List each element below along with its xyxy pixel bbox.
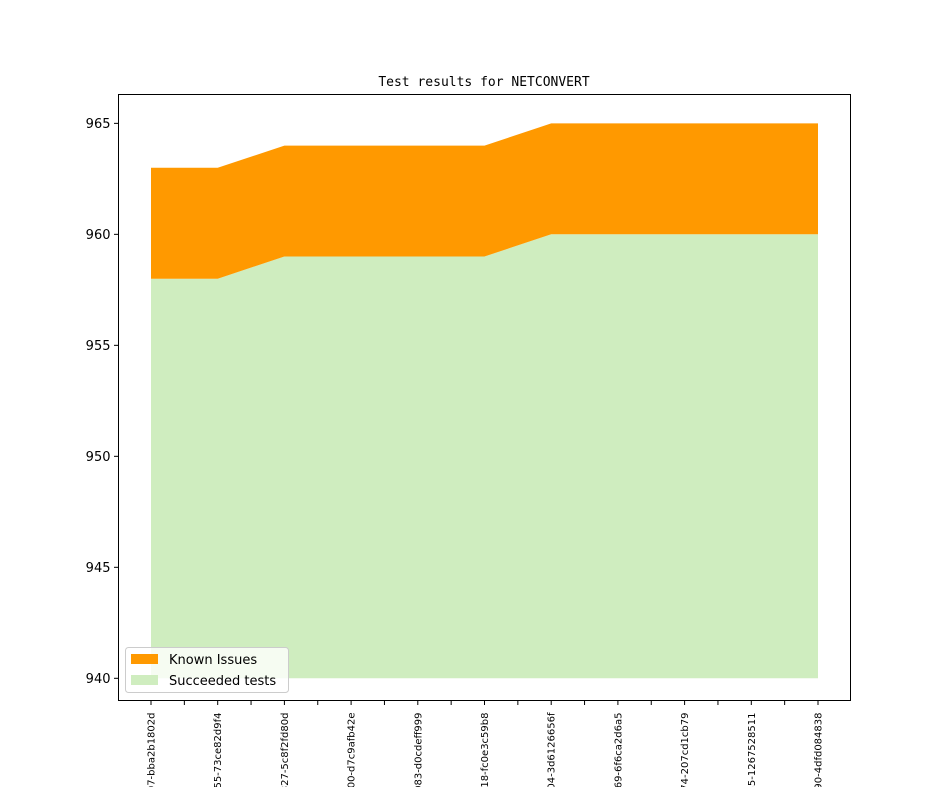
legend-box [125, 647, 289, 693]
x-axis: 07-bba2b1802d 55-73ce82d9f4 827-5c8f2fd80d… [147, 700, 825, 787]
area-succeeded-tests [151, 234, 818, 679]
x-tick-label: 69-6f6ca2d6a5 [613, 713, 624, 787]
legend-label-known-issues: Known Issues [169, 653, 257, 668]
y-axis: 940 945 950 955 960 965 [86, 117, 119, 687]
y-tick-label: 940 [86, 672, 111, 687]
x-tick-label: 827-5c8f2fd80d [280, 713, 291, 787]
x-tick-label: 00-d7c9afb42e [347, 713, 358, 787]
x-tick-label: 04-3d6126656f [547, 712, 558, 787]
legend-swatch-known-issues [131, 654, 158, 664]
legend-swatch-succeeded-tests [131, 675, 158, 685]
y-tick-label: 950 [86, 450, 111, 465]
x-tick-label: 74-207cd1cb79 [680, 713, 691, 787]
x-tick-label: 90-4dfd084838 [814, 713, 825, 787]
x-tick-label: 07-bba2b1802d [147, 713, 158, 787]
x-tick-label: 55-73ce82d9f4 [213, 713, 224, 787]
x-tick-label: 18-fc0e3c59b8 [480, 713, 491, 787]
x-tick-label: 083-d0cdeff999 [413, 713, 424, 787]
legend-label-succeeded-tests: Succeeded tests [169, 674, 276, 689]
area-layer [151, 123, 818, 679]
y-tick-label: 945 [86, 561, 111, 576]
y-tick-label: 955 [86, 339, 111, 354]
x-tick-label: 85-1267528511 [747, 713, 758, 787]
legend: Known Issues Succeeded tests [125, 647, 289, 693]
chart-title: Test results for NETCONVERT [378, 75, 589, 90]
area-known-issues [151, 123, 818, 279]
y-tick-label: 965 [86, 117, 111, 132]
y-tick-label: 960 [86, 228, 111, 243]
